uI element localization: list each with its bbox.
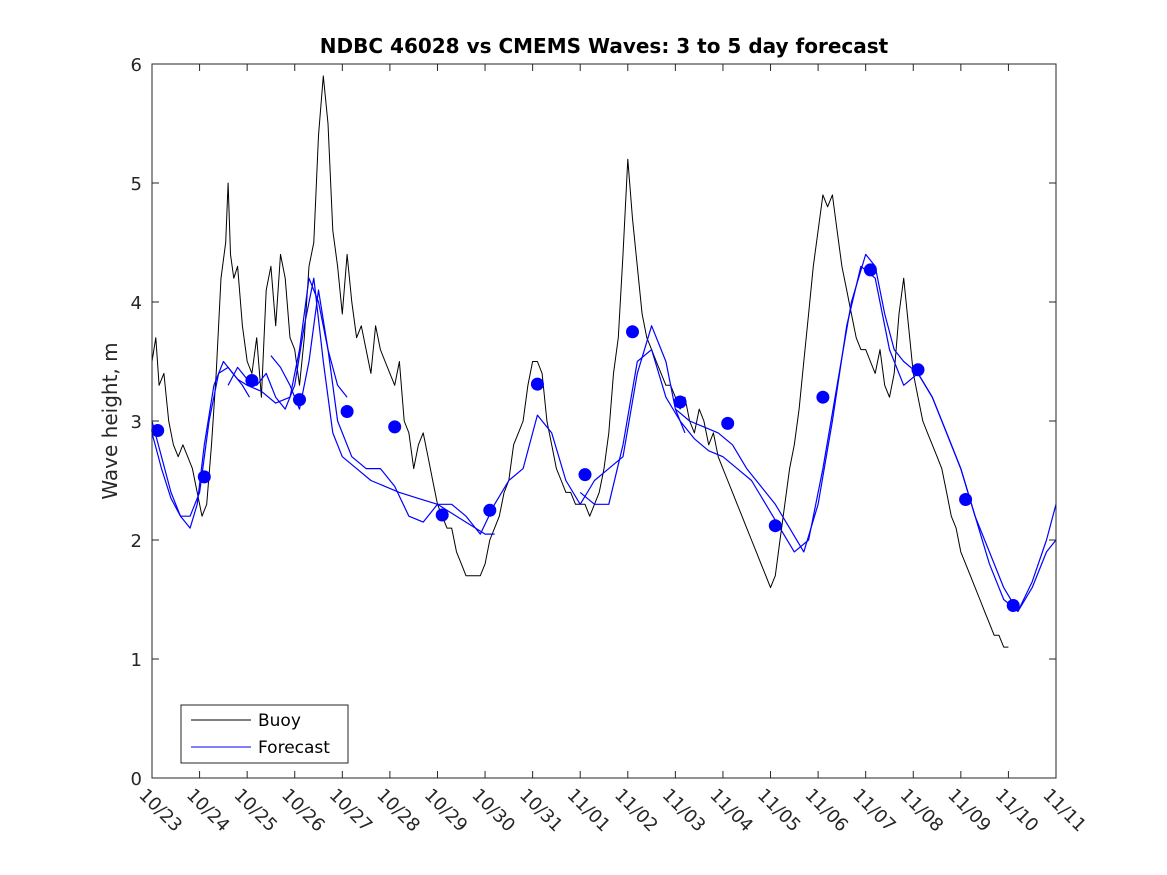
forecast-marker	[578, 468, 592, 482]
y-axis-label: Wave height, m	[98, 342, 122, 499]
forecast-marker	[959, 493, 973, 506]
forecast-series-line-5	[579, 253, 1057, 613]
forecast-marker	[245, 374, 259, 387]
y-tick-label: 2	[131, 531, 142, 552]
y-tick-label: 3	[131, 412, 142, 433]
buoy-series-line	[151, 75, 1009, 648]
forecast-marker	[1006, 599, 1020, 612]
forecast-marker	[530, 377, 544, 391]
forecast-marker	[293, 393, 306, 407]
forecast-marker	[626, 325, 639, 339]
forecast-marker	[388, 420, 402, 434]
plot-area	[151, 75, 1057, 648]
forecast-marker	[816, 390, 830, 404]
legend-forecast-label: Forecast	[258, 738, 330, 758]
y-tick-label: 1	[131, 650, 142, 671]
forecast-marker	[151, 424, 165, 437]
chart-title: NDBC 46028 vs CMEMS Waves: 3 to 5 day fo…	[320, 34, 889, 58]
forecast-series-line-3	[227, 277, 495, 535]
forecast-marker	[483, 503, 497, 517]
legend-box	[180, 704, 349, 764]
y-tick-label: 6	[131, 55, 142, 76]
forecast-marker	[673, 395, 687, 409]
y-tick-label: 5	[131, 174, 142, 195]
legend: Buoy Forecast	[180, 704, 349, 764]
forecast-marker	[863, 263, 877, 277]
forecast-marker	[340, 405, 354, 418]
forecast-marker	[911, 363, 925, 377]
y-tick-label: 0	[131, 769, 142, 790]
forecast-marker	[768, 519, 782, 533]
legend-buoy-label: Buoy	[258, 711, 301, 731]
forecast-series-line-4	[270, 289, 686, 535]
forecast-marker	[721, 416, 735, 430]
forecast-marker	[435, 508, 449, 522]
y-tick-label: 4	[131, 293, 142, 314]
forecast-marker	[197, 470, 211, 484]
